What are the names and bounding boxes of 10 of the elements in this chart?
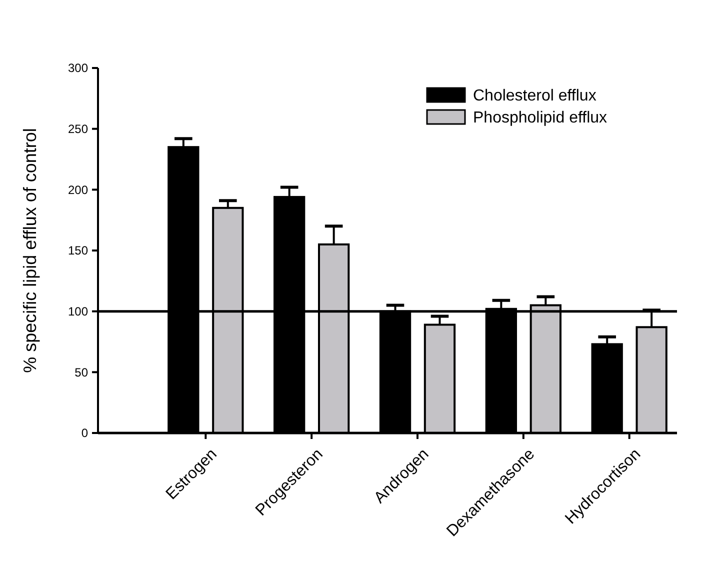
legend-label: Cholesterol efflux <box>473 88 596 105</box>
y-tick-label: 300 <box>68 61 88 76</box>
y-tick-label: 250 <box>68 122 88 136</box>
y-tick-label: 200 <box>68 182 88 197</box>
y-axis-title: % specific lipid efflux of control <box>20 128 40 373</box>
y-tick-label: 50 <box>74 365 88 380</box>
legend-label: Phospholipid efflux <box>473 110 608 127</box>
y-tick-label: 150 <box>68 244 88 258</box>
y-tick-label: 100 <box>68 304 88 319</box>
y-tick-label: 0 <box>81 426 88 440</box>
